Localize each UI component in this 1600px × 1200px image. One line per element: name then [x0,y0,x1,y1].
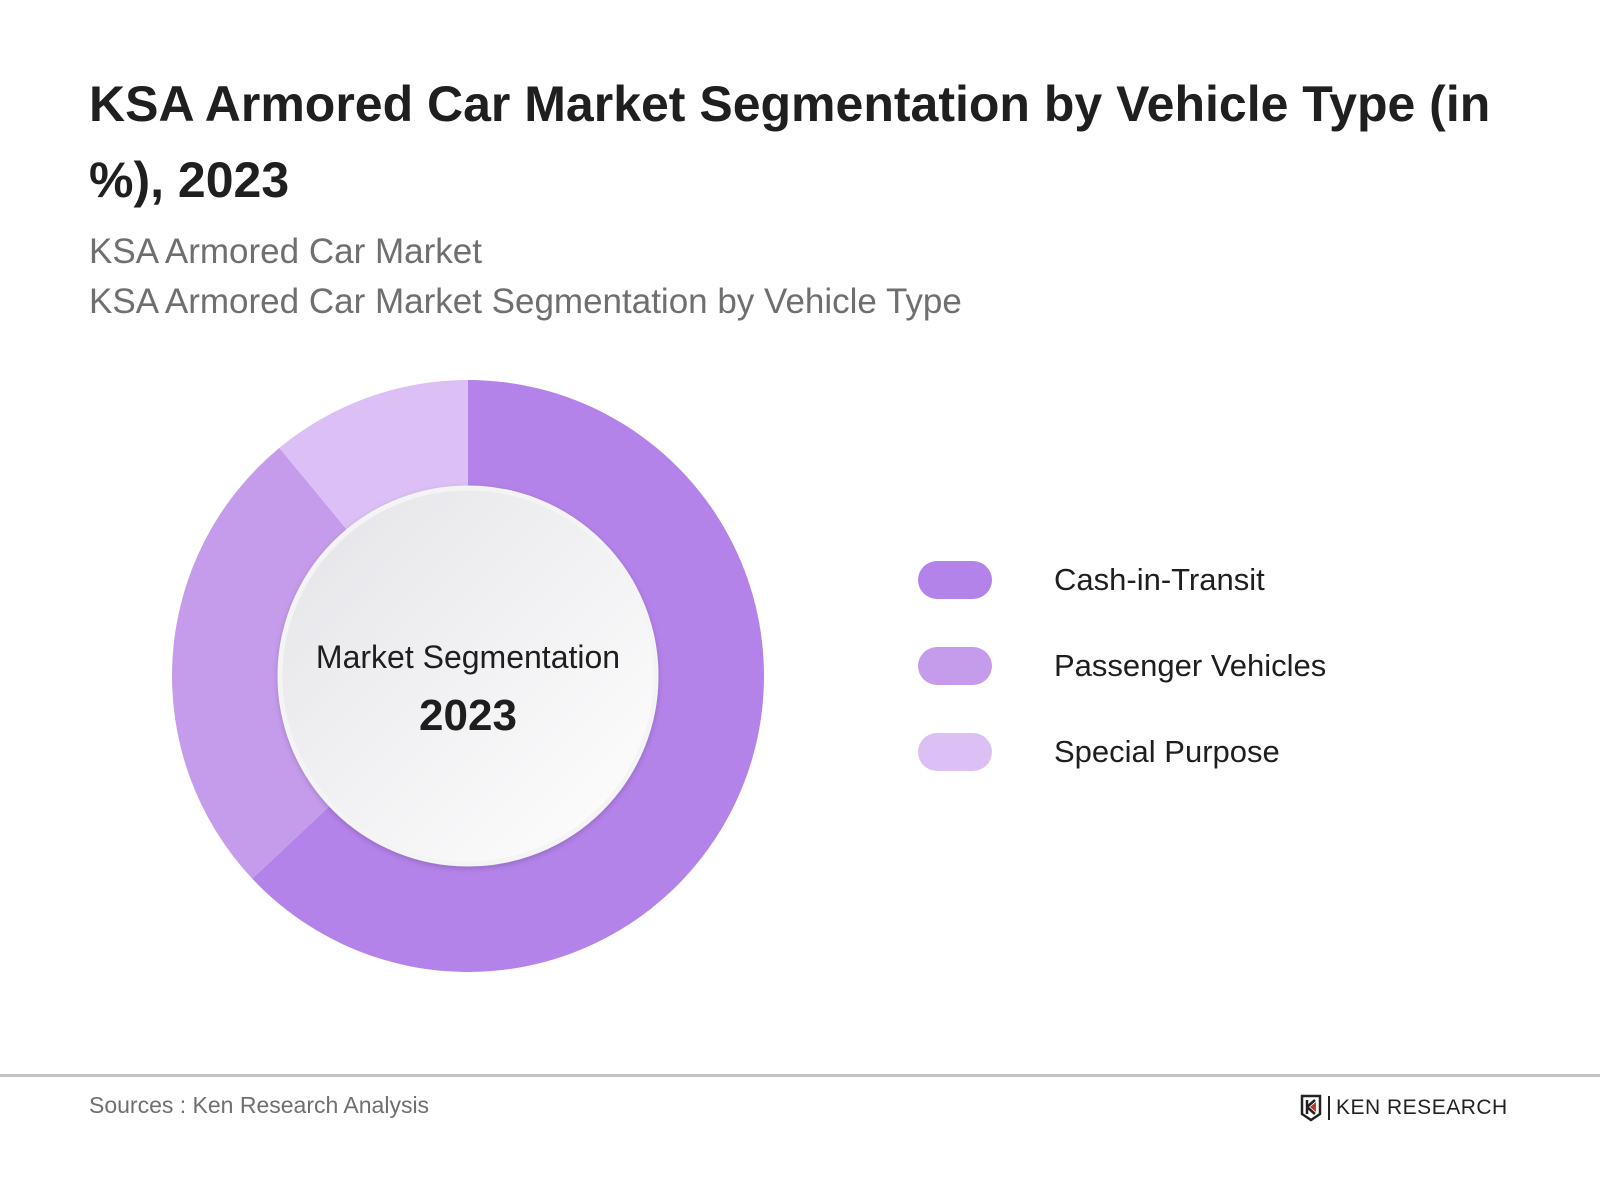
legend-label: Cash-in-Transit [1054,562,1265,597]
footer-divider [0,1074,1600,1077]
source-note: Sources : Ken Research Analysis [89,1092,430,1118]
legend-swatch [918,733,992,771]
donut-chart: Market Segmentation 2023 [171,380,764,972]
legend-label: Special Purpose [1054,734,1280,769]
donut-center [277,485,659,867]
center-label: Market Segmentation [316,639,620,675]
center-year: 2023 [419,691,517,740]
legend-swatch [918,561,992,599]
logo-shield-icon [1300,1094,1322,1122]
logo-separator [1328,1096,1330,1120]
legend-item: Special Purpose [918,733,1280,771]
logo-text: KEN RESEARCH [1336,1096,1508,1119]
ken-research-logo: KEN RESEARCH [1300,1094,1508,1122]
legend-item: Passenger Vehicles [918,647,1326,685]
subtitle-line-2: KSA Armored Car Market Segmentation by V… [89,282,962,321]
legend-label: Passenger Vehicles [1054,648,1327,683]
legend-swatch [918,647,992,685]
subtitle-line-1: KSA Armored Car Market [89,232,482,271]
legend-item: Cash-in-Transit [918,561,1265,599]
chart-title: KSA Armored Car Market Segmentation by V… [89,76,1491,208]
